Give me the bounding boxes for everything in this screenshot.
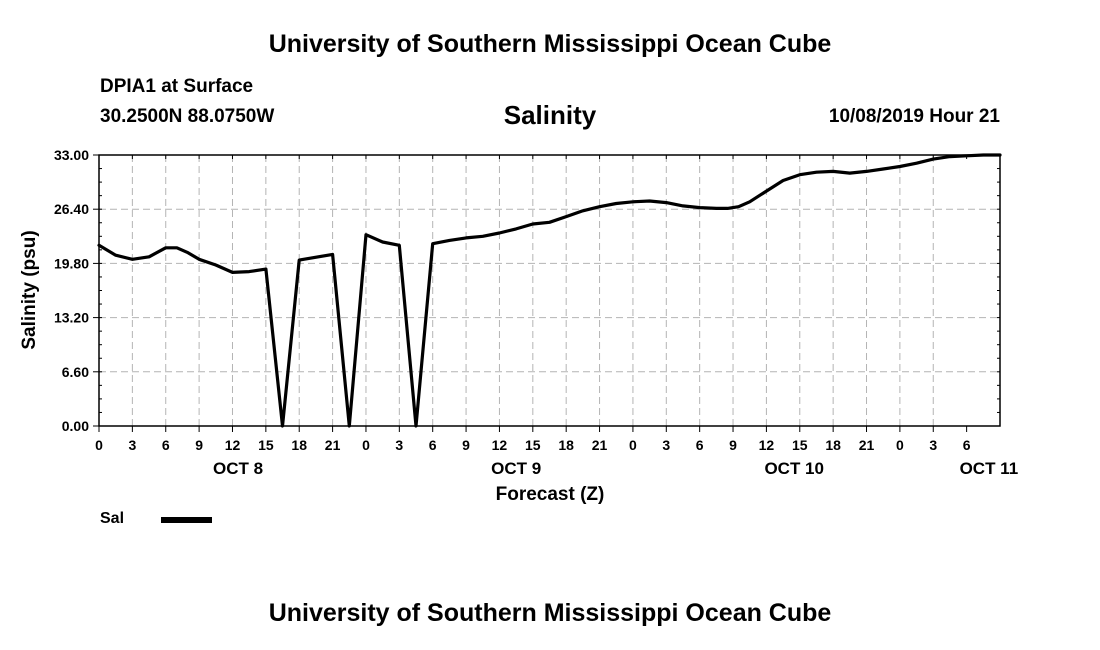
date-label: OCT 9 — [491, 459, 541, 478]
series-layer — [97, 153, 1002, 428]
chart-title: Salinity — [503, 100, 597, 130]
station-coordinates: 30.2500N 88.0750W — [100, 106, 275, 127]
run-time: 10/08/2019 Hour 21 — [828, 106, 1000, 127]
x-tick-label: 3 — [662, 437, 670, 453]
x-tick-label: 0 — [362, 437, 370, 453]
legend-line-swatch — [161, 517, 212, 523]
x-tick-label: 12 — [225, 437, 241, 453]
x-tick-label: 21 — [325, 437, 341, 453]
top-title: University of Southern Mississippi Ocean… — [268, 30, 832, 58]
x-tick-label: 0 — [896, 437, 904, 453]
x-tick-label: 6 — [696, 437, 704, 453]
x-tick-label: 21 — [592, 437, 608, 453]
y-tick-label: 19.80 — [54, 255, 89, 271]
bottom-title: University of Southern Mississippi Ocean… — [268, 599, 832, 627]
date-label: OCT 10 — [764, 459, 824, 478]
y-tick-label: 0.00 — [62, 418, 89, 434]
x-tick-label: 18 — [558, 437, 574, 453]
date-label: OCT 8 — [213, 459, 263, 478]
x-tick-label: 6 — [162, 437, 170, 453]
date-label: OCT 11 — [960, 459, 1019, 478]
x-tick-label: 18 — [825, 437, 841, 453]
x-tick-label: 0 — [95, 437, 103, 453]
series-line-sal — [97, 153, 1002, 428]
y-tick-label: 33.00 — [54, 147, 89, 163]
y-axis-label: Salinity (psu) — [19, 230, 40, 349]
x-tick-label: 18 — [291, 437, 307, 453]
x-tick-label: 12 — [492, 437, 508, 453]
y-tick-label: 6.60 — [62, 364, 89, 380]
x-tick-label: 6 — [429, 437, 437, 453]
x-tick-label: 3 — [395, 437, 403, 453]
x-tick-label: 6 — [963, 437, 971, 453]
axis-layer: 0.00 6.60 13.20 19.80 26.40 33.00 0 3 6 9 12 15 18 21… — [54, 147, 1018, 478]
x-tick-label: 9 — [195, 437, 203, 453]
x-tick-label: 15 — [258, 437, 274, 453]
plot-frame — [98, 154, 1001, 427]
x-tick-label: 12 — [759, 437, 775, 453]
x-tick-label: 21 — [859, 437, 875, 453]
x-tick-label: 0 — [629, 437, 637, 453]
x-tick-label: 15 — [792, 437, 808, 453]
x-tick-label: 3 — [929, 437, 937, 453]
x-tick-label: 15 — [525, 437, 541, 453]
y-tick-label: 13.20 — [54, 310, 89, 326]
x-tick-label: 9 — [729, 437, 737, 453]
grid-layer — [99, 155, 1000, 426]
x-tick-label: 3 — [128, 437, 136, 453]
x-tick-label: 9 — [462, 437, 470, 453]
y-tick-label: 26.40 — [54, 201, 89, 217]
station-name: DPIA1 at Surface — [100, 76, 254, 97]
x-axis-label: Forecast (Z) — [496, 484, 605, 505]
legend-label: Sal — [100, 510, 125, 527]
